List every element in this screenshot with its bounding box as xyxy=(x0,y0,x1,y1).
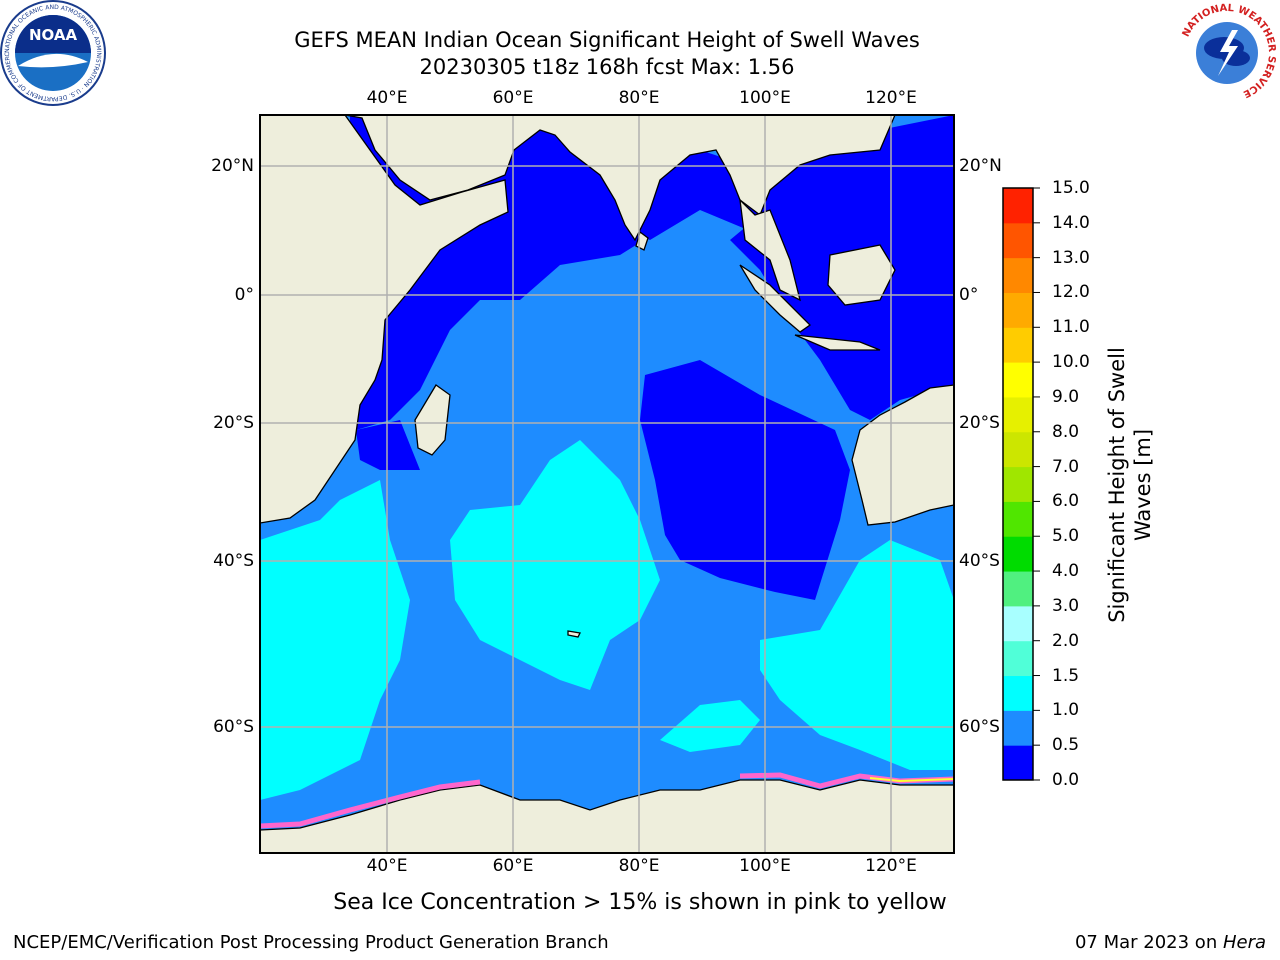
colorbar-segment xyxy=(1003,396,1033,433)
colorbar-label: 15.0 xyxy=(1052,178,1090,198)
nws-logo: NATIONAL WEATHER SERVICE xyxy=(1177,3,1277,103)
colorbar-segment xyxy=(1003,536,1033,572)
lon-tick-top: 120°E xyxy=(865,88,917,108)
lat-tick-left: 0° xyxy=(234,285,254,305)
lat-tick-left: 40°S xyxy=(213,551,254,571)
land-antarctica xyxy=(260,779,954,853)
colorbar-label: 8.0 xyxy=(1052,421,1080,442)
colorbar-segment xyxy=(1003,675,1033,711)
land-arabia-india xyxy=(344,115,896,242)
colorbar-segment xyxy=(1003,222,1033,259)
swell-mid-central xyxy=(450,440,660,690)
footer-machine: Hera xyxy=(1222,932,1266,953)
colorbar-label: 1.5 xyxy=(1052,665,1080,686)
colorbar-label: 12.0 xyxy=(1052,282,1090,303)
colorbar-title: Significant Height of Swell Waves [m] xyxy=(1104,347,1156,623)
swell-low-mozambique xyxy=(356,420,420,470)
colorbar-segment xyxy=(1003,501,1033,537)
lat-tick-right: 60°S xyxy=(959,717,1000,737)
lon-tick-top: 100°E xyxy=(739,88,791,108)
land-africa xyxy=(260,115,509,524)
swell-mid-south-central xyxy=(660,700,760,752)
colorbar-segment xyxy=(1003,257,1033,293)
noaa-logo: NATIONAL OCEANIC AND ATMOSPHERIC ADMINIS… xyxy=(0,0,106,106)
colorbar-label: 11.0 xyxy=(1052,317,1090,338)
colorbar-segment xyxy=(1003,710,1033,746)
lon-tick-bottom: 100°E xyxy=(739,856,791,876)
colorbar-label: 5.0 xyxy=(1052,526,1080,547)
lat-tick-left: 20°S xyxy=(213,413,254,433)
land-se-asia xyxy=(739,198,801,302)
lat-tick-left: 60°S xyxy=(213,717,254,737)
land-madagascar xyxy=(414,384,451,456)
colorbar-frame xyxy=(1002,187,1034,781)
lon-tick-bottom: 40°E xyxy=(366,856,408,876)
colorbar-segment xyxy=(1003,745,1033,781)
chart-title: GEFS MEAN Indian Ocean Significant Heigh… xyxy=(294,28,920,52)
land-java xyxy=(794,334,881,351)
sea-ice-fringe xyxy=(260,779,481,829)
colorbar-label: 0.0 xyxy=(1052,770,1080,790)
colorbar-label: 2.0 xyxy=(1052,630,1080,651)
lon-tick-bottom: 60°E xyxy=(492,856,534,876)
colorbar-label: 4.0 xyxy=(1052,561,1080,582)
sea-ice-fringe-yellow xyxy=(869,777,954,783)
land-borneo xyxy=(827,244,896,306)
colorbar-label: 7.0 xyxy=(1052,456,1080,477)
swell-low-central xyxy=(640,360,850,600)
colorbar-label: 13.0 xyxy=(1052,247,1090,268)
swell-mid-southeast xyxy=(760,540,954,770)
lon-tick-bottom: 80°E xyxy=(618,856,660,876)
colorbar-segment xyxy=(1003,292,1033,328)
colorbar-label: 1.0 xyxy=(1052,700,1080,721)
colorbar-segment xyxy=(1003,466,1033,502)
colorbar-label: 6.0 xyxy=(1052,491,1080,512)
lat-tick-right: 0° xyxy=(959,285,979,305)
colorbar-segment xyxy=(1003,640,1033,677)
lon-tick-bottom: 120°E xyxy=(865,856,917,876)
lat-tick-right: 20°N xyxy=(959,156,1002,176)
lon-tick-top: 40°E xyxy=(366,88,408,108)
colorbar-title-line2: Waves [m] xyxy=(1131,428,1155,542)
colorbar-label: 0.5 xyxy=(1052,735,1080,756)
footer-date-text: 07 Mar 2023 on xyxy=(1074,932,1223,953)
colorbar-label: 3.0 xyxy=(1052,595,1080,616)
land-kerguelen xyxy=(567,630,581,638)
lon-tick-top: 60°E xyxy=(492,88,534,108)
colorbar-segment xyxy=(1003,188,1033,224)
land-sumatra xyxy=(739,264,812,333)
colorbar-label: 9.0 xyxy=(1052,386,1080,407)
colorbar-label: 14.0 xyxy=(1052,212,1090,233)
lon-tick-top: 80°E xyxy=(618,88,660,108)
lat-tick-right: 40°S xyxy=(959,551,1000,571)
colorbar-segment xyxy=(1003,327,1033,363)
colorbar-label: 10.0 xyxy=(1052,352,1090,373)
footer-date: 07 Mar 2023 on Hera xyxy=(1075,932,1266,953)
sea-ice-note: Sea Ice Concentration > 15% is shown in … xyxy=(333,890,947,915)
noaa-logo-text: NOAA xyxy=(29,26,78,44)
map-frame xyxy=(259,114,955,854)
lat-tick-left: 20°N xyxy=(211,156,254,176)
land-masses xyxy=(260,115,954,853)
map-grid xyxy=(260,115,954,853)
colorbar-title-line1: Significant Height of Swell xyxy=(1105,347,1129,623)
colorbar-segment xyxy=(1003,571,1033,607)
colorbar xyxy=(1003,187,1040,781)
land-australia xyxy=(851,384,954,526)
chart-subtitle: 20230305 t18z 168h fcst Max: 1.56 xyxy=(419,55,795,79)
lat-tick-right: 20°S xyxy=(959,413,1000,433)
swell-mid-southwest xyxy=(260,480,410,800)
colorbar-segment xyxy=(1003,605,1033,642)
colorbar-segment xyxy=(1003,362,1033,398)
footer-branch: NCEP/EMC/Verification Post Processing Pr… xyxy=(13,932,609,953)
colorbar-segment xyxy=(1003,431,1033,468)
